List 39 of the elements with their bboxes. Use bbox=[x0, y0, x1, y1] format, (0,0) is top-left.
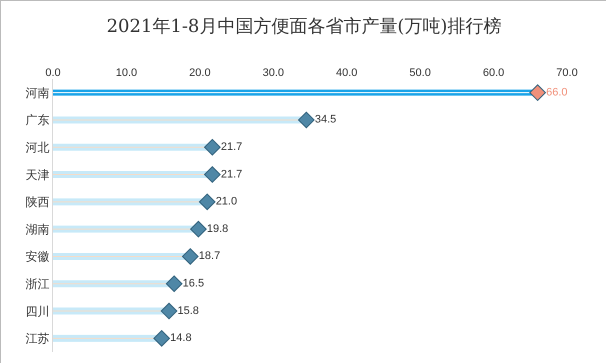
x-tick-label: 20.0 bbox=[189, 66, 211, 79]
data-label: 21.0 bbox=[216, 196, 238, 208]
point bbox=[298, 112, 315, 128]
point bbox=[198, 194, 216, 210]
point bbox=[153, 330, 170, 347]
point bbox=[182, 248, 199, 265]
x-tick-label: 50.0 bbox=[409, 66, 431, 79]
x-tick-label: 10.0 bbox=[116, 66, 138, 79]
y-tick-label: 安徽 bbox=[26, 250, 50, 264]
point bbox=[160, 302, 178, 320]
chart-title: 2021年1-8月中国方便面各省市产量(万吨)排行榜 bbox=[106, 16, 502, 37]
data-label: 16.5 bbox=[182, 278, 204, 290]
y-tick-label: 浙江 bbox=[26, 276, 50, 291]
point bbox=[529, 84, 546, 101]
y-tick-label: 河南 bbox=[26, 86, 50, 100]
data-label: 21.7 bbox=[220, 141, 242, 153]
y-tick-label: 广东 bbox=[26, 113, 50, 128]
y-tick-label: 陕西 bbox=[26, 195, 50, 210]
y-tick-label: 四川 bbox=[26, 304, 50, 318]
x-tick-label: 0.0 bbox=[45, 66, 61, 79]
data-label: 14.8 bbox=[170, 332, 192, 344]
point bbox=[190, 220, 207, 238]
point bbox=[204, 138, 221, 156]
y-tick-label: 江苏 bbox=[26, 332, 50, 346]
data-label: 66.0 bbox=[546, 86, 568, 98]
data-label: 21.7 bbox=[220, 168, 242, 180]
data-label: 34.5 bbox=[314, 114, 336, 126]
point bbox=[204, 166, 221, 183]
y-tick-label: 湖南 bbox=[26, 222, 50, 236]
x-tick-label: 30.0 bbox=[262, 66, 284, 79]
x-tick-label: 70.0 bbox=[556, 66, 578, 79]
point bbox=[166, 275, 182, 292]
x-tick-label: 60.0 bbox=[482, 66, 504, 79]
y-tick-label: 天津 bbox=[26, 168, 50, 182]
data-label: 19.8 bbox=[206, 222, 228, 235]
data-label: 18.7 bbox=[198, 250, 220, 262]
y-tick-label: 河北 bbox=[26, 140, 50, 154]
x-tick-label: 40.0 bbox=[336, 66, 358, 79]
data-label: 15.8 bbox=[178, 304, 199, 317]
